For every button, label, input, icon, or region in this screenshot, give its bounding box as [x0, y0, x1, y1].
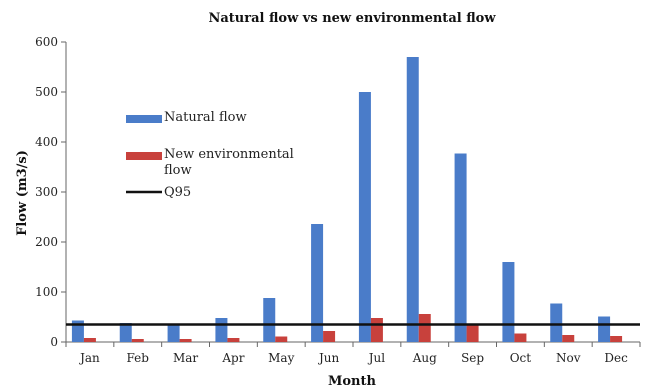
y-tick-label: 500 [35, 85, 58, 99]
legend-label-q95: Q95 [164, 185, 191, 200]
y-tick-label: 400 [35, 135, 58, 149]
x-tick-label: Jan [78, 351, 100, 365]
x-tick-label: May [268, 351, 294, 365]
x-tick-label: Jun [317, 351, 340, 365]
bar-new-environmental-flow-mar [179, 339, 192, 342]
bar-natural-flow-may [263, 298, 276, 342]
bar-natural-flow-jan [71, 320, 84, 342]
x-tick-label: Jul [367, 351, 386, 365]
bar-new-environmental-flow-jan [83, 338, 96, 342]
bar-new-environmental-flow-nov [562, 335, 575, 342]
bar-natural-flow-sep [454, 153, 467, 342]
y-axis-title: Flow (m3/s) [15, 150, 30, 236]
legend-swatch-natural-flow [126, 115, 162, 123]
legend-swatch-new-environmental-flow [126, 152, 162, 160]
y-tick-label: 600 [35, 35, 58, 49]
x-tick-label: Feb [127, 351, 150, 365]
x-tick-label: Mar [173, 351, 198, 365]
bar-new-environmental-flow-may [275, 336, 288, 342]
x-tick-label: Oct [510, 351, 532, 365]
bar-natural-flow-jun [311, 224, 324, 342]
bar-new-environmental-flow-aug [418, 314, 431, 342]
x-tick-label: Dec [604, 351, 628, 365]
bar-natural-flow-jul [358, 92, 371, 342]
bar-new-environmental-flow-oct [514, 333, 527, 342]
x-tick-label: Apr [221, 351, 244, 365]
bar-new-environmental-flow-feb [131, 339, 144, 342]
x-axis-title: Month [328, 374, 377, 389]
y-tick-label: 100 [35, 285, 58, 299]
y-tick-label: 300 [35, 185, 58, 199]
bar-natural-flow-nov [550, 303, 563, 342]
legend-label-new-environmental-flow: New environmental flow [164, 147, 294, 178]
legend-label-natural-flow: Natural flow [164, 110, 247, 125]
bar-natural-flow-aug [406, 57, 419, 342]
bar-natural-flow-dec [598, 316, 611, 342]
bar-natural-flow-mar [167, 323, 180, 342]
bar-new-environmental-flow-sep [466, 324, 479, 342]
chart-title: Natural flow vs new environmental flow [208, 11, 496, 26]
x-tick-label: Nov [556, 351, 581, 365]
y-tick-label: 200 [35, 235, 58, 249]
bar-new-environmental-flow-jul [370, 318, 383, 342]
x-tick-label: Aug [412, 351, 437, 365]
y-tick-label: 0 [50, 335, 58, 349]
bar-natural-flow-feb [119, 323, 132, 342]
x-tick-label: Sep [461, 351, 484, 365]
bar-natural-flow-oct [502, 262, 515, 342]
bar-new-environmental-flow-dec [610, 336, 623, 342]
bar-new-environmental-flow-jun [323, 331, 336, 342]
bar-new-environmental-flow-apr [227, 338, 240, 342]
bar-natural-flow-apr [215, 318, 228, 342]
